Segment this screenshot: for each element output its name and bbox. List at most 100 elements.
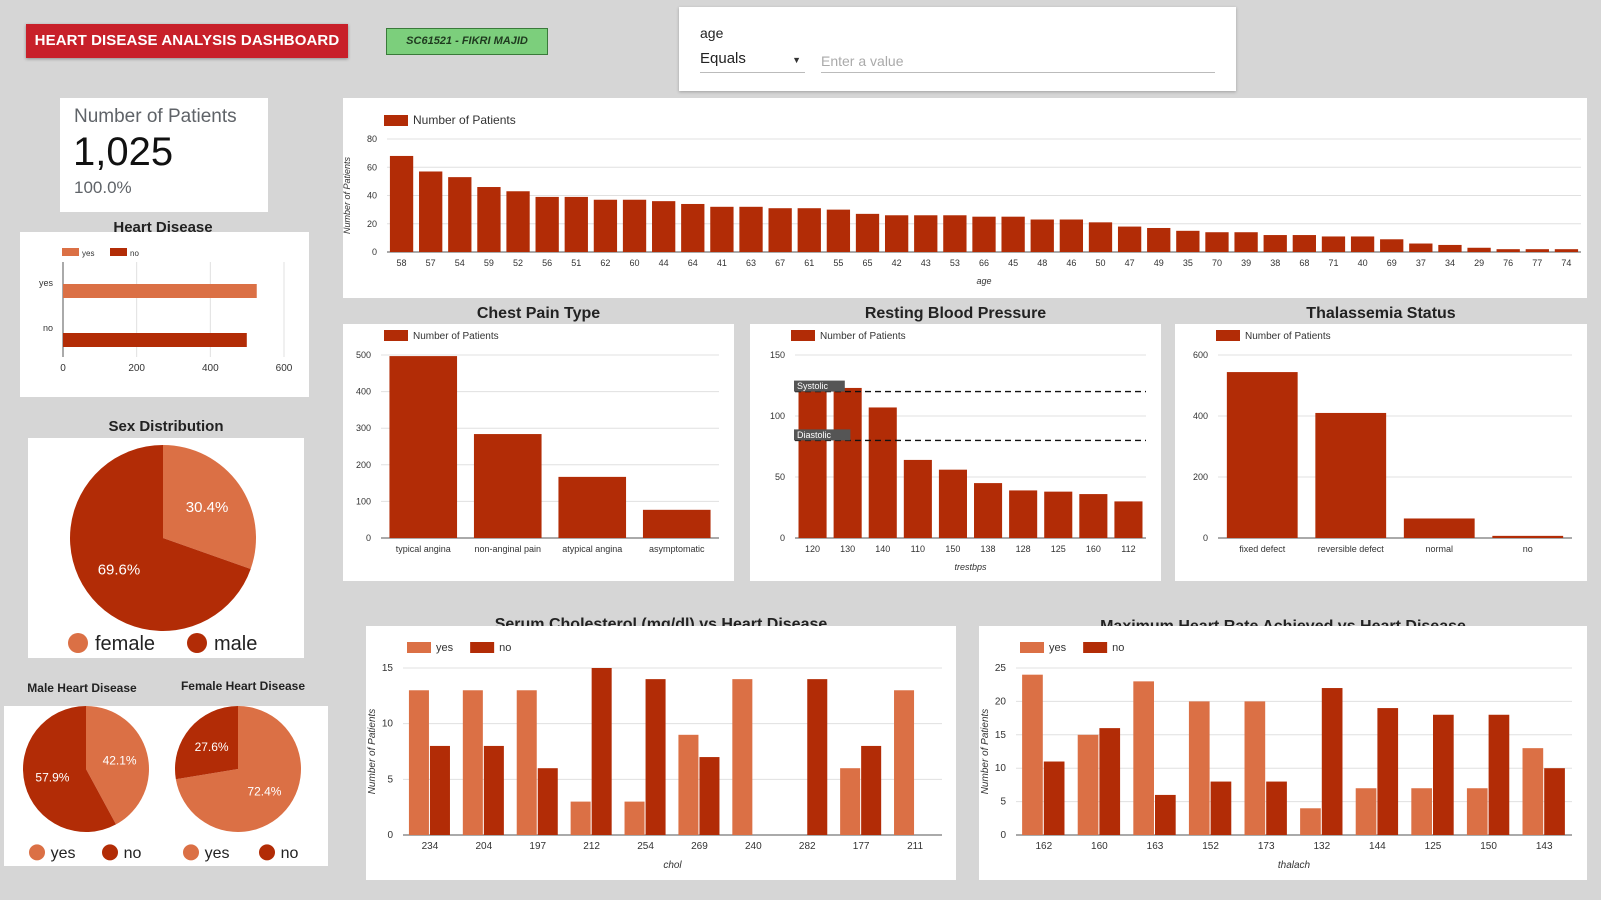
bar — [868, 407, 897, 538]
x-tick-label: fixed defect — [1239, 544, 1286, 554]
x-tick-label: 43 — [921, 258, 931, 268]
bar — [473, 434, 542, 538]
x-tick-label: 34 — [1445, 258, 1455, 268]
x-tick-label: 128 — [1016, 544, 1031, 554]
female-heart-disease-title: Female Heart Disease — [180, 679, 306, 693]
blood-pressure-panel: Number of Patients 0 50 100 150 120 130 140 110 1… — [750, 324, 1161, 581]
x-tick-label: 160 — [1091, 841, 1108, 852]
x-tick-label: 140 — [875, 544, 890, 554]
y-tick-label: 20 — [367, 219, 377, 229]
y-tick-label: 10 — [995, 763, 1007, 774]
y-tick-label: 50 — [775, 472, 785, 482]
x-tick-label: 57 — [426, 258, 436, 268]
x-tick-label: 173 — [1258, 841, 1275, 852]
x-tick-label: 47 — [1125, 258, 1135, 268]
x-tick-label: 144 — [1369, 841, 1386, 852]
thalach-panel: yes no 0 5 10 15 20 25 162 160 163 152 173 132 144 125 1… — [979, 626, 1587, 880]
bar — [732, 679, 753, 835]
bar — [1043, 761, 1065, 835]
filter-operator-select[interactable]: Equals ▼ — [700, 50, 805, 73]
sex-distribution-title: Sex Distribution — [108, 418, 224, 435]
bar — [477, 187, 501, 252]
x-tick-label: normal — [1425, 544, 1453, 554]
x-tick-label: asymptomatic — [649, 544, 705, 554]
x-tick-label: 68 — [1299, 258, 1309, 268]
legend-label: yes — [51, 845, 76, 862]
legend-swatch — [384, 115, 408, 126]
x-tick-label: 60 — [630, 258, 640, 268]
bar — [1300, 808, 1321, 835]
x-tick-label: 212 — [583, 841, 600, 852]
legend-swatch — [1020, 642, 1044, 653]
legend-label: Number of Patients — [1245, 331, 1331, 342]
legend-label: yes — [82, 249, 94, 258]
bar — [1321, 236, 1346, 252]
male-heart-disease-title: Male Heart Disease — [27, 681, 137, 695]
x-tick-label: 56 — [542, 258, 552, 268]
x-tick-label: 400 — [202, 363, 219, 374]
x-tick-label: 39 — [1241, 258, 1251, 268]
x-tick-label: 76 — [1503, 258, 1513, 268]
bar — [516, 690, 537, 835]
legend-swatch — [110, 248, 127, 256]
bar — [1433, 714, 1454, 835]
y-axis-label: Number of Patients — [980, 709, 991, 795]
bar — [1030, 219, 1054, 252]
x-tick-label: 74 — [1561, 258, 1571, 268]
bar — [1525, 249, 1549, 252]
x-tick-label: 130 — [840, 544, 855, 554]
chest-pain-panel: Number of Patients 0 100 200 300 400 500 typica… — [343, 324, 734, 581]
y-axis-label: Number of Patients — [343, 156, 352, 234]
sex-distribution-panel: 30.4% 69.6% female male — [28, 438, 304, 658]
bar — [768, 208, 792, 252]
x-tick-label: 54 — [455, 258, 465, 268]
bar — [840, 768, 861, 835]
x-tick-label: 69 — [1387, 258, 1397, 268]
bar — [972, 216, 996, 252]
pie-value-label: 30.4% — [186, 499, 229, 516]
age-chart-panel: Number of Patients 0 20 40 60 80 58 57 54 59 52 56 5… — [342, 98, 1587, 298]
y-tick-label: 25 — [995, 663, 1007, 674]
y-tick-label: 15 — [382, 663, 394, 674]
x-tick-label: 53 — [950, 258, 960, 268]
heart-disease-title: Heart Disease — [113, 219, 213, 236]
bar — [798, 381, 827, 538]
y-tick-label: 0 — [387, 830, 393, 841]
reference-line-label: Systolic — [797, 381, 829, 391]
x-axis-label: age — [976, 276, 991, 286]
thal-title: Thalassemia Status — [1306, 305, 1456, 322]
x-tick-label: 48 — [1037, 258, 1047, 268]
legend-swatch — [384, 330, 408, 341]
y-tick-label: 400 — [1193, 411, 1208, 421]
bar — [894, 690, 915, 835]
bar — [797, 208, 821, 252]
heart-disease-chart-panel: yes no 0 200 400 600 yes no — [20, 232, 309, 397]
bar — [826, 209, 851, 252]
bar — [1466, 788, 1488, 835]
x-tick-label: 51 — [571, 258, 581, 268]
author-badge: SC61521 - FIKRI MAJID — [386, 28, 548, 55]
legend-label: yes — [205, 845, 230, 862]
sex-distribution-chart: 30.4% 69.6% female male — [68, 445, 257, 655]
legend-swatch — [68, 633, 88, 653]
bar — [710, 206, 734, 252]
bar — [558, 476, 627, 538]
bar — [483, 745, 504, 835]
bar — [1210, 781, 1232, 835]
bar — [1403, 518, 1475, 538]
bar — [1079, 494, 1108, 538]
bar — [1554, 249, 1579, 252]
filter-value-input[interactable] — [821, 50, 1215, 73]
x-tick-label: non-anginal pain — [474, 544, 541, 554]
x-tick-label: 29 — [1474, 258, 1484, 268]
legend-label: no — [124, 845, 142, 862]
x-axis-label: chol — [663, 860, 682, 871]
bar — [1467, 247, 1491, 252]
bar — [1009, 490, 1038, 538]
y-tick-label: 300 — [356, 423, 371, 433]
thal-panel: Number of Patients 0 200 400 600 fixed defect… — [1175, 324, 1587, 581]
y-tick-label: 200 — [1193, 472, 1208, 482]
blood-pressure-chart: Number of Patients 0 50 100 150 120 130 140 110 1… — [770, 330, 1146, 572]
pie-value-label: 57.9% — [35, 771, 69, 785]
x-tick-label: 234 — [422, 841, 439, 852]
